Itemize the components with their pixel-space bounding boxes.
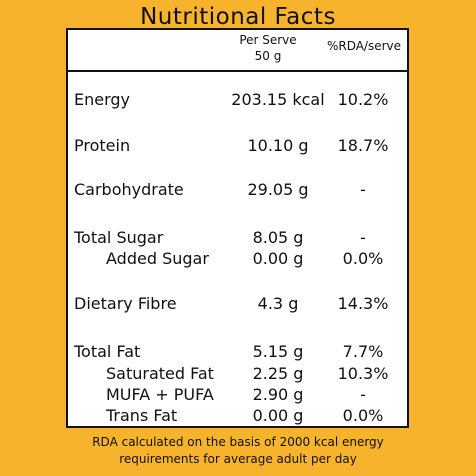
serving-size: 50 g xyxy=(254,49,282,63)
row-carbohydrate: Carbohydrate 29.05 g - xyxy=(68,180,407,200)
row-dietary-fibre: Dietary Fibre 4.3 g 14.3% xyxy=(68,294,407,314)
row-trans-fat: Trans Fat 0.00 g 0.0% xyxy=(68,406,407,426)
rda-header: %RDA/serve xyxy=(326,39,402,53)
nutrition-table: Per Serve 50 g %RDA/serve Energy 203.15 … xyxy=(66,28,409,428)
footnote-line-2: requirements for average adult per day xyxy=(119,452,357,466)
page-title: Nutritional Facts xyxy=(140,4,336,30)
row-total-fat: Total Fat 5.15 g 7.7% xyxy=(68,342,407,362)
row-total-sugar: Total Sugar 8.05 g - xyxy=(68,228,407,248)
nutrient-value: 10.10 g xyxy=(247,136,309,155)
nutrient-value: 8.05 g xyxy=(252,228,304,247)
nutrient-name: Protein xyxy=(74,136,131,155)
nutrient-name: Saturated Fat xyxy=(106,364,214,383)
rda-footnote: RDA calculated on the basis of 2000 kcal… xyxy=(0,434,476,468)
nutrient-name: Total Sugar xyxy=(74,228,164,247)
nutrient-name: Trans Fat xyxy=(106,406,178,425)
nutrient-value: 203.15 kcal xyxy=(231,90,325,109)
nutrient-rda: 7.7% xyxy=(342,342,384,361)
nutrient-rda: 18.7% xyxy=(337,136,389,155)
nutrient-rda: - xyxy=(360,180,366,199)
row-mufa-pufa: MUFA + PUFA 2.90 g - xyxy=(68,385,407,405)
per-serve-header: Per Serve 50 g xyxy=(218,32,318,64)
nutrient-value: 2.90 g xyxy=(252,385,304,404)
nutrient-rda: - xyxy=(360,385,366,404)
nutrient-name: Energy xyxy=(74,90,131,109)
nutrient-rda: 0.0% xyxy=(342,406,384,425)
nutrient-value: 0.00 g xyxy=(252,406,304,425)
row-added-sugar: Added Sugar 0.00 g 0.0% xyxy=(68,249,407,269)
nutrient-value: 29.05 g xyxy=(247,180,309,199)
nutrient-value: 0.00 g xyxy=(252,249,304,268)
row-protein: Protein 10.10 g 18.7% xyxy=(68,136,407,156)
per-serve-label: Per Serve xyxy=(239,33,297,47)
nutrient-value: 2.25 g xyxy=(252,364,304,383)
nutrient-rda: - xyxy=(360,228,366,247)
nutrient-name: Total Fat xyxy=(74,342,141,361)
row-saturated-fat: Saturated Fat 2.25 g 10.3% xyxy=(68,364,407,384)
row-energy: Energy 203.15 kcal 10.2% xyxy=(68,90,407,110)
nutrient-rda: 14.3% xyxy=(337,294,389,313)
footnote-line-1: RDA calculated on the basis of 2000 kcal… xyxy=(92,435,384,449)
nutrient-name: Added Sugar xyxy=(106,249,209,268)
nutrient-rda: 10.2% xyxy=(337,90,389,109)
nutrient-rda: 10.3% xyxy=(337,364,389,383)
header-divider xyxy=(68,70,407,72)
nutrient-name: Dietary Fibre xyxy=(74,294,177,313)
nutrient-rda: 0.0% xyxy=(342,249,384,268)
nutrient-name: Carbohydrate xyxy=(74,180,184,199)
nutrient-name: MUFA + PUFA xyxy=(106,385,214,404)
nutrient-value: 4.3 g xyxy=(257,294,299,313)
nutrient-value: 5.15 g xyxy=(252,342,304,361)
